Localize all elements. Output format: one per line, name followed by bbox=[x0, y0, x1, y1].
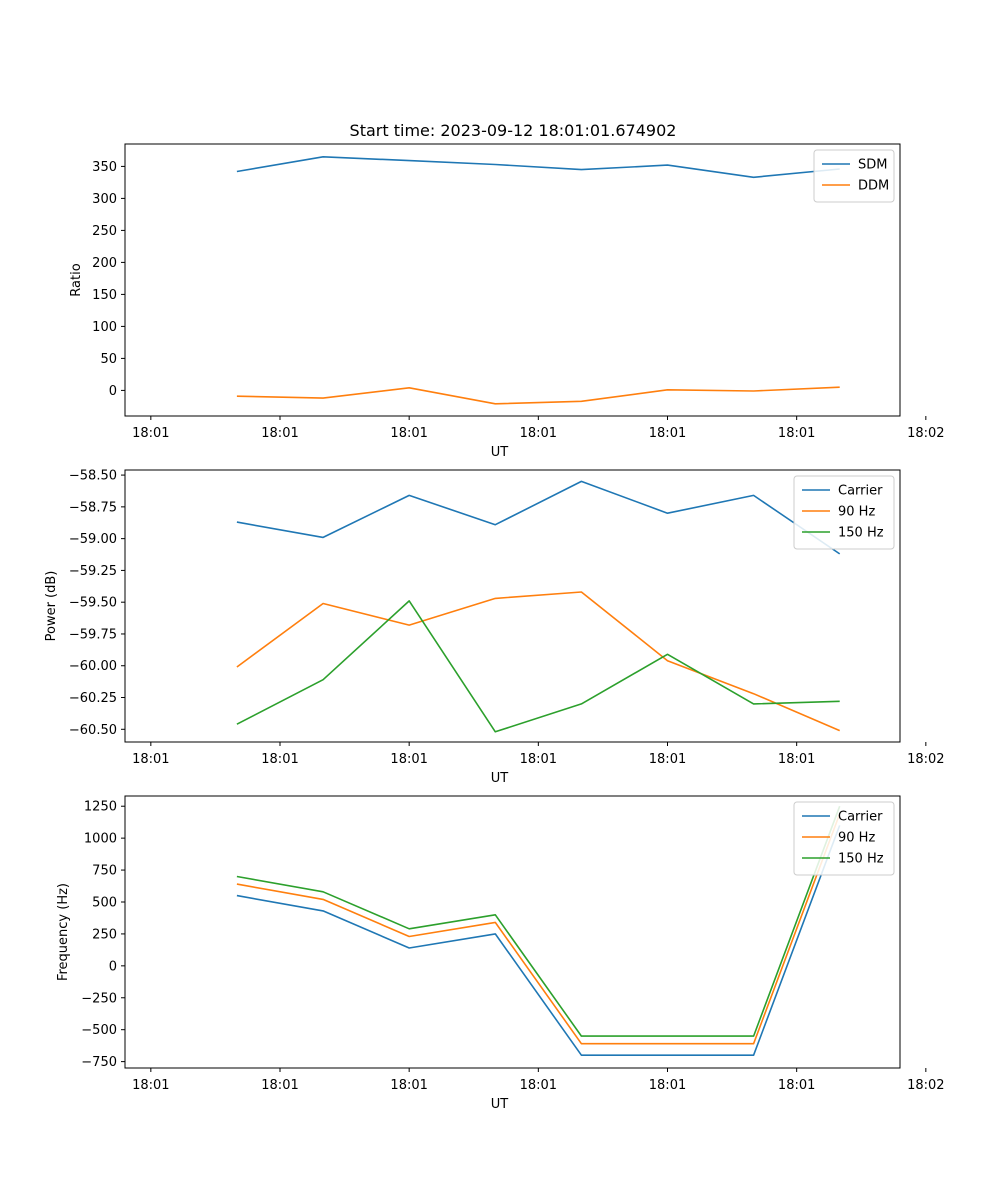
series-line-150-hz bbox=[236, 805, 841, 1037]
y-tick-label: −59.75 bbox=[69, 627, 117, 642]
y-tick-label: 0 bbox=[109, 384, 117, 399]
series-line-carrier bbox=[236, 480, 841, 555]
legend-label: 90 Hz bbox=[838, 831, 875, 846]
x-tick-label: 18:01 bbox=[261, 426, 298, 441]
y-tick-label: 100 bbox=[92, 320, 117, 335]
legend-label: 150 Hz bbox=[838, 852, 884, 867]
y-tick-label: 500 bbox=[92, 895, 117, 910]
y-tick-label: 300 bbox=[92, 192, 117, 207]
y-tick-label: 750 bbox=[92, 864, 117, 879]
axes-frame bbox=[124, 469, 901, 743]
series-line-carrier bbox=[236, 825, 841, 1056]
y-tick-label: −59.00 bbox=[69, 532, 117, 547]
y-tick-label: −500 bbox=[81, 1023, 117, 1038]
legend-label: Carrier bbox=[838, 484, 883, 499]
x-axis-label: UT bbox=[491, 1097, 509, 1112]
y-tick-label: 200 bbox=[92, 256, 117, 271]
y-tick-label: −59.50 bbox=[69, 596, 117, 611]
legend-label: Carrier bbox=[838, 810, 883, 825]
x-tick-label: 18:01 bbox=[778, 1078, 815, 1093]
y-tick-label: 1000 bbox=[84, 832, 117, 847]
y-tick-label: −60.50 bbox=[69, 723, 117, 738]
x-tick-label: 18:02 bbox=[907, 426, 944, 441]
legend: Carrier 90 Hz 150 Hz bbox=[793, 475, 895, 550]
y-tick-label: 50 bbox=[100, 352, 117, 367]
y-tick-label: 150 bbox=[92, 288, 117, 303]
series-line-90-hz bbox=[236, 813, 841, 1045]
x-tick-label: 18:01 bbox=[649, 752, 686, 767]
y-tick-label: 250 bbox=[92, 224, 117, 239]
legend-box bbox=[793, 801, 895, 876]
x-tick-label: 18:01 bbox=[649, 1078, 686, 1093]
series-line-150-hz bbox=[236, 600, 840, 733]
x-tick-label: 18:01 bbox=[778, 426, 815, 441]
y-tick-label: −60.00 bbox=[69, 659, 117, 674]
y-tick-label: −750 bbox=[81, 1055, 117, 1070]
legend-box bbox=[813, 149, 895, 203]
y-tick-label: 250 bbox=[92, 927, 117, 942]
axes-frame bbox=[124, 143, 901, 417]
x-tick-label: 18:02 bbox=[907, 752, 944, 767]
x-tick-label: 18:01 bbox=[132, 1078, 169, 1093]
legend-label: 90 Hz bbox=[838, 505, 875, 520]
x-tick-label: 18:01 bbox=[390, 426, 427, 441]
figure-title: Start time: 2023-09-12 18:01:01.674902 bbox=[350, 121, 677, 140]
y-tick-label: 0 bbox=[109, 959, 117, 974]
chart-power: 18:01 18:01 18:01 18:01 18:01 18:01 18:02 −60.5… bbox=[44, 469, 945, 786]
y-tick-label: 1250 bbox=[84, 800, 117, 815]
chart-frequency: 18:01 18:01 18:01 18:01 18:01 18:01 18:02 −750 −… bbox=[56, 795, 945, 1112]
x-tick-label: 18:01 bbox=[390, 1078, 427, 1093]
x-tick-label: 18:01 bbox=[649, 426, 686, 441]
x-axis-label: UT bbox=[491, 771, 509, 786]
y-tick-label: −58.75 bbox=[69, 500, 117, 515]
legend: SDM DDM bbox=[813, 149, 895, 203]
y-axis-label: Ratio bbox=[69, 263, 84, 296]
legend-label: SDM bbox=[858, 158, 887, 173]
x-tick-label: 18:02 bbox=[907, 1078, 944, 1093]
chart-ratio: 18:01 18:01 18:01 18:01 18:01 18:01 18:02 0 50 10… bbox=[69, 143, 945, 460]
plots-container: 18:01 18:01 18:01 18:01 18:01 18:01 18:02 0 50 10… bbox=[44, 143, 945, 1112]
legend: Carrier 90 Hz 150 Hz bbox=[793, 801, 895, 876]
x-tick-label: 18:01 bbox=[520, 1078, 557, 1093]
legend-box bbox=[793, 475, 895, 550]
x-tick-label: 18:01 bbox=[132, 752, 169, 767]
y-tick-label: 350 bbox=[92, 160, 117, 175]
legend-label: 150 Hz bbox=[838, 526, 884, 541]
series-line-90-hz bbox=[236, 591, 841, 732]
y-axis-label: Frequency (Hz) bbox=[56, 883, 71, 981]
y-tick-label: −250 bbox=[81, 991, 117, 1006]
y-tick-label: −58.50 bbox=[69, 469, 117, 484]
x-tick-label: 18:01 bbox=[132, 426, 169, 441]
x-tick-label: 18:01 bbox=[778, 752, 815, 767]
axes-frame bbox=[124, 795, 901, 1069]
x-tick-label: 18:01 bbox=[390, 752, 427, 767]
x-tick-label: 18:01 bbox=[261, 1078, 298, 1093]
x-tick-label: 18:01 bbox=[261, 752, 298, 767]
x-axis-label: UT bbox=[491, 445, 509, 460]
x-tick-label: 18:01 bbox=[520, 426, 557, 441]
series-line-ddm bbox=[236, 386, 840, 405]
legend-label: DDM bbox=[858, 179, 889, 194]
y-tick-label: −59.25 bbox=[69, 564, 117, 579]
series-line-sdm bbox=[236, 156, 840, 179]
y-tick-label: −60.25 bbox=[69, 691, 117, 706]
x-tick-label: 18:01 bbox=[520, 752, 557, 767]
y-axis-label: Power (dB) bbox=[44, 571, 59, 642]
